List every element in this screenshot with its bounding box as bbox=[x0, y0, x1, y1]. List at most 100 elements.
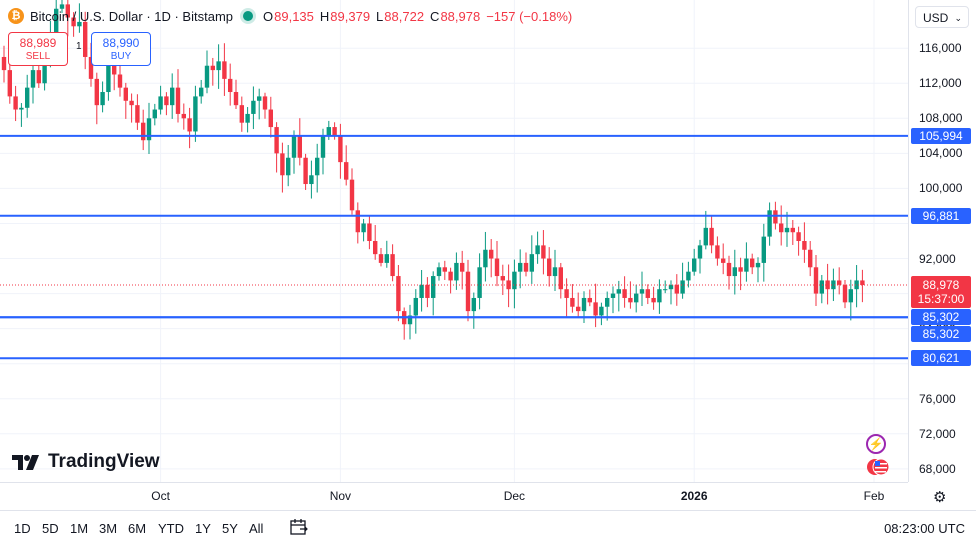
candle-body bbox=[616, 289, 621, 294]
sell-button[interactable]: 88,989 SELL bbox=[8, 32, 68, 66]
candle-body bbox=[13, 96, 18, 110]
candle-body bbox=[692, 258, 697, 272]
y-tick-label: 108,000 bbox=[919, 111, 963, 126]
candle-body bbox=[506, 280, 511, 290]
symbol-title[interactable]: Bitcoin / U.S. Dollar · 1D · Bitstamp bbox=[30, 8, 233, 24]
candle-body bbox=[442, 267, 447, 272]
range-button-1m[interactable]: 1M bbox=[70, 521, 89, 536]
candle-body bbox=[315, 157, 320, 176]
candle-body bbox=[709, 227, 714, 246]
candle-body bbox=[25, 87, 30, 108]
range-button-6m[interactable]: 6M bbox=[128, 521, 147, 536]
range-button-all[interactable]: All bbox=[249, 521, 264, 536]
range-button-1y[interactable]: 1Y bbox=[195, 521, 211, 536]
candle-body bbox=[460, 262, 465, 272]
candle-body bbox=[599, 306, 604, 316]
candle-body bbox=[141, 122, 146, 141]
price-change: −157 (−0.18%) bbox=[486, 8, 573, 24]
candle-body bbox=[860, 280, 865, 286]
candle-body bbox=[779, 223, 784, 233]
candle-body bbox=[837, 280, 842, 285]
range-button-ytd[interactable]: YTD bbox=[158, 521, 184, 536]
candle-body bbox=[558, 267, 563, 290]
candle-body bbox=[77, 21, 82, 27]
lightning-icon[interactable]: ⚡ bbox=[866, 434, 886, 454]
currency-button[interactable]: USD ⌄ bbox=[915, 6, 969, 28]
candle-body bbox=[773, 210, 778, 224]
currency-label: USD bbox=[923, 11, 949, 25]
candle-body bbox=[674, 284, 679, 294]
ohlc-label: O bbox=[263, 8, 274, 24]
candle-body bbox=[233, 92, 239, 106]
utc-clock[interactable]: 08:23:00 UTC bbox=[884, 521, 965, 536]
range-button-1d[interactable]: 1D bbox=[14, 521, 31, 536]
candle-body bbox=[703, 227, 708, 246]
market-status-icon bbox=[243, 11, 253, 21]
y-tick-label: 104,000 bbox=[919, 146, 963, 161]
gear-icon[interactable]: ⚙ bbox=[933, 489, 947, 506]
candle-body bbox=[367, 223, 372, 241]
candle-body bbox=[813, 267, 819, 294]
candle-body bbox=[378, 254, 384, 263]
candle-body bbox=[790, 227, 795, 233]
sell-price: 88,989 bbox=[19, 36, 57, 50]
ohlc-value: 88,978 bbox=[440, 8, 481, 24]
candle-body bbox=[94, 78, 99, 106]
candle-body bbox=[767, 210, 772, 237]
range-button-5d[interactable]: 5D bbox=[42, 521, 59, 536]
price-scale[interactable]: USD ⌄ 68,00072,00076,00084,00092,000100,… bbox=[908, 0, 976, 482]
candle-body bbox=[465, 271, 471, 312]
candle-body bbox=[721, 258, 726, 263]
candle-body bbox=[477, 267, 482, 298]
buy-price: 88,990 bbox=[102, 36, 140, 50]
candle-body bbox=[338, 135, 343, 163]
chart-plot-area[interactable] bbox=[0, 0, 908, 482]
ohlc-label: C bbox=[430, 8, 440, 24]
tradingview-logo[interactable]: TradingView bbox=[12, 451, 160, 473]
last-price-value: 88,978 bbox=[922, 278, 960, 292]
candle-body bbox=[164, 96, 169, 106]
candle-body bbox=[697, 245, 703, 259]
candle-body bbox=[500, 276, 505, 281]
candle-body bbox=[349, 179, 355, 211]
candle-body bbox=[42, 61, 47, 84]
candle-body bbox=[605, 297, 610, 307]
candle-body bbox=[175, 87, 181, 114]
time-axis[interactable]: Oct Nov Dec 2026 Feb bbox=[0, 482, 908, 510]
candle-body bbox=[36, 70, 41, 84]
candle-body bbox=[610, 293, 616, 298]
candle-body bbox=[645, 289, 650, 298]
candle-body bbox=[407, 315, 413, 325]
candle-body bbox=[518, 262, 523, 272]
candle-body bbox=[796, 232, 801, 241]
candle-body bbox=[297, 135, 302, 158]
candle-body bbox=[1, 56, 7, 71]
candle-body bbox=[268, 109, 273, 128]
level-price-label: 85,302 bbox=[911, 309, 971, 326]
candle-body bbox=[657, 289, 662, 303]
candle-body bbox=[419, 284, 424, 298]
candle-body bbox=[187, 118, 192, 132]
x-tick-label: Oct bbox=[151, 489, 170, 503]
candle-body bbox=[193, 96, 198, 132]
candle-body bbox=[106, 61, 111, 93]
range-button-5y[interactable]: 5Y bbox=[222, 521, 238, 536]
candle-body bbox=[326, 127, 331, 136]
candle-body bbox=[309, 175, 314, 185]
tradingview-logo-icon bbox=[12, 455, 39, 470]
candle-body bbox=[726, 262, 732, 277]
buy-button[interactable]: 88,990 BUY bbox=[91, 32, 151, 66]
level-price-label: 96,881 bbox=[911, 207, 971, 224]
candle-body bbox=[715, 245, 720, 259]
ohlc-value: 89,135 bbox=[274, 8, 314, 24]
candle-body bbox=[680, 280, 685, 294]
range-button-3m[interactable]: 3M bbox=[99, 521, 118, 536]
candle-body bbox=[842, 284, 848, 303]
ohlc-value: 89,379 bbox=[330, 8, 371, 24]
candle-body bbox=[54, 8, 59, 36]
calendar-icon[interactable] bbox=[290, 519, 308, 535]
flags-icon[interactable] bbox=[867, 458, 889, 476]
candle-body bbox=[262, 96, 268, 110]
brand-name: TradingView bbox=[48, 451, 160, 472]
candlestick-chart[interactable] bbox=[0, 0, 908, 482]
